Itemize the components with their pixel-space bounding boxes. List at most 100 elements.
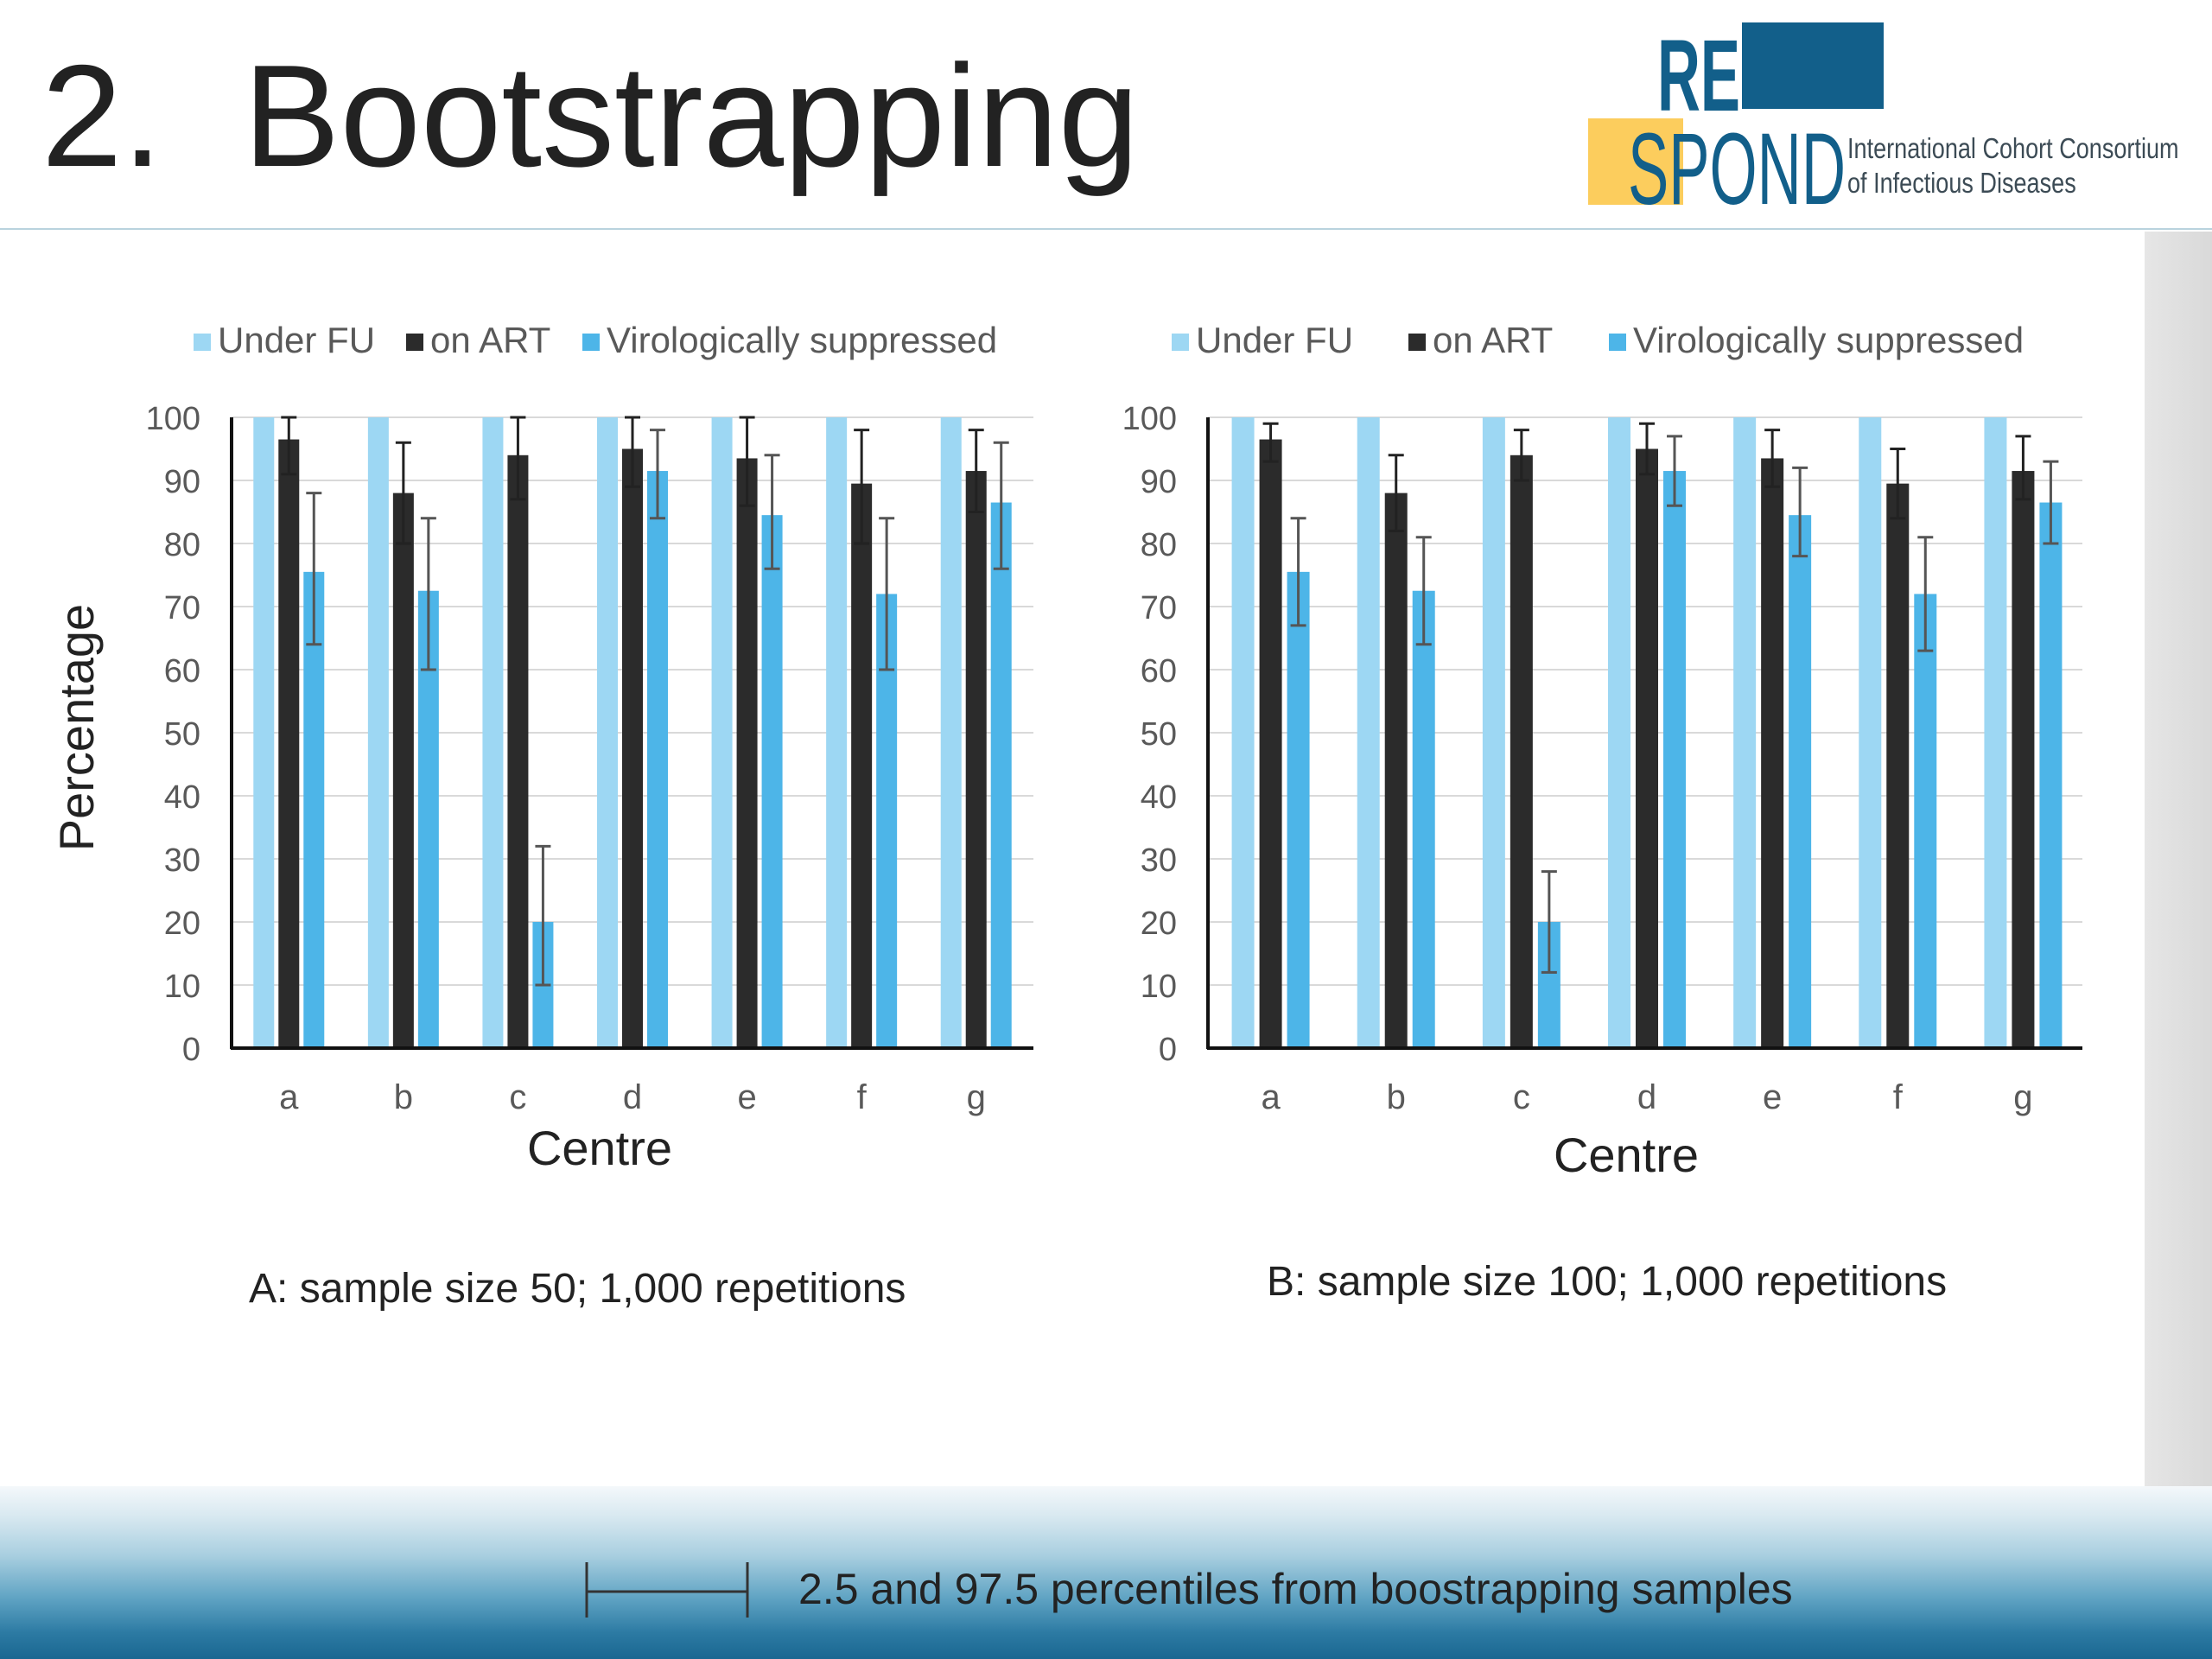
error-bar-e-on-art <box>1764 429 1781 488</box>
bar-d-on-art <box>622 448 643 1048</box>
error-bar-d-on-art <box>1639 422 1655 476</box>
bar-f-under-fu <box>1859 417 1882 1048</box>
y-tick-label: 80 <box>1141 527 1177 563</box>
bar-b-under-fu <box>1357 417 1380 1048</box>
bar-c-on-art <box>507 454 529 1048</box>
error-bar-f-on-art <box>854 429 870 545</box>
x-tick-label: f <box>857 1078 868 1116</box>
y-tick-label: 70 <box>164 590 200 626</box>
legend-label-vs: Virologically suppressed <box>607 320 997 360</box>
legend-swatch-on-art <box>1408 334 1426 351</box>
bar-c-under-fu <box>482 417 504 1048</box>
x-tick-label: b <box>394 1078 413 1116</box>
legend-swatch-vs <box>582 334 600 351</box>
y-tick-label: 40 <box>164 779 200 816</box>
legend-swatch-vs <box>1609 334 1626 351</box>
slide-title: 2. Bootstrapping <box>41 35 1140 197</box>
error-bar-b-vs <box>420 517 436 671</box>
logo-re-text: RE <box>1657 19 1740 133</box>
error-bar-a-vs <box>1290 517 1306 627</box>
legend-swatch-on-art <box>406 334 423 351</box>
chart-b: 0 10 20 30 40 50 60 70 80 90 100 a b c d e f g Centre Under… <box>1122 320 2082 1182</box>
bar-e-under-fu <box>711 417 733 1048</box>
legend-label-under-fu: Under FU <box>218 320 375 360</box>
error-bar-d-vs <box>650 429 665 520</box>
y-tick-label: 70 <box>1141 590 1177 626</box>
bar-e-on-art <box>736 458 758 1048</box>
chart-a-caption: A: sample size 50; 1,000 repetitions <box>249 1266 906 1312</box>
bar-c-under-fu <box>1482 417 1505 1048</box>
error-bar-e-on-art <box>739 416 755 507</box>
footer-band <box>0 1486 2212 1659</box>
chart-a: 0 10 20 30 40 50 60 70 80 90 100 a b c d e f g Centre Perce… <box>49 320 1033 1175</box>
chart-b-caption: B: sample size 100; 1,000 repetitions <box>1267 1259 1948 1305</box>
bar-b-on-art <box>1384 493 1408 1048</box>
bar-e-vs <box>761 515 783 1048</box>
respond-logo: RE SPOND <box>1588 19 1884 211</box>
error-bar-legend-text: 2.5 and 97.5 percentiles from boostrappi… <box>798 1565 1793 1613</box>
x-tick-label: d <box>623 1078 642 1116</box>
x-tick-label: a <box>279 1078 299 1116</box>
y-tick-label: 20 <box>1141 906 1177 942</box>
error-bar-g-vs <box>2043 460 2059 545</box>
error-bar-b-on-art <box>395 441 411 545</box>
error-bar-legend-icon <box>585 1562 749 1618</box>
bar-a-under-fu <box>1231 417 1255 1048</box>
x-axis-label: Centre <box>1554 1128 1699 1182</box>
error-bar-g-on-art <box>968 429 984 513</box>
bar-a-on-art <box>278 439 300 1048</box>
error-bar-c-on-art <box>1513 429 1529 482</box>
bar-g-under-fu <box>940 417 962 1048</box>
y-tick-label: 80 <box>164 527 200 563</box>
header-divider <box>0 228 2212 230</box>
legend-label-on-art: on ART <box>430 320 550 360</box>
error-bar-g-on-art <box>2015 435 2031 501</box>
logo-yellow-block <box>1588 118 1683 205</box>
error-bar-c-vs <box>1541 870 1557 974</box>
y-tick-label: 10 <box>1141 969 1177 1005</box>
bar-e-under-fu <box>1733 417 1757 1048</box>
x-tick-label: c <box>509 1078 526 1116</box>
error-bar-d-on-art <box>625 416 640 488</box>
y-tick-label: 30 <box>1141 842 1177 879</box>
x-tick-label: c <box>1513 1078 1530 1116</box>
error-bar-e-vs <box>1792 466 1808 558</box>
bar-g-vs <box>990 502 1012 1048</box>
bar-a-on-art <box>1259 439 1282 1048</box>
y-tick-label: 0 <box>1159 1032 1177 1068</box>
x-tick-label: g <box>2013 1078 2032 1116</box>
error-bar-e-vs <box>764 454 780 570</box>
bar-b-under-fu <box>367 417 389 1048</box>
logo-tagline-line2: of Infectious Diseases <box>1847 167 2076 199</box>
bar-a-under-fu <box>253 417 275 1048</box>
error-bar-a-on-art <box>1262 422 1279 463</box>
bar-g-on-art <box>2012 471 2035 1048</box>
bar-b-vs <box>1412 590 1435 1048</box>
x-tick-label: f <box>1893 1078 1904 1116</box>
bar-d-vs <box>1663 471 1686 1048</box>
x-axis-label: Centre <box>527 1121 672 1175</box>
logo-tagline-line1: International Cohort Consortium <box>1847 132 2179 164</box>
bar-d-under-fu <box>1608 417 1630 1048</box>
legend-label-vs: Virologically suppressed <box>1633 320 2024 360</box>
y-axis-label: Percentage <box>49 604 104 851</box>
y-tick-label: 100 <box>1122 401 1177 437</box>
y-tick-label: 40 <box>1141 779 1177 816</box>
y-tick-label: 90 <box>164 464 200 500</box>
bar-a-vs <box>1287 571 1310 1048</box>
y-tick-label: 60 <box>1141 653 1177 690</box>
error-bar-a-on-art <box>281 416 297 476</box>
bar-g-on-art <box>965 471 987 1048</box>
error-bar-f-vs <box>1917 536 1934 652</box>
error-bar-f-vs <box>879 517 895 671</box>
x-tick-label: d <box>1637 1078 1656 1116</box>
bar-c-on-art <box>1510 454 1533 1048</box>
error-bar-c-vs <box>535 844 551 987</box>
logo-tagline: International Cohort Consortium of Infec… <box>1847 131 2179 200</box>
error-bar-b-on-art <box>1388 454 1404 532</box>
bar-f-vs <box>1914 594 1937 1048</box>
x-tick-label: a <box>1261 1078 1281 1116</box>
bar-a-vs <box>303 571 325 1048</box>
x-tick-label: b <box>1387 1078 1406 1116</box>
error-bar-c-on-art <box>510 416 526 501</box>
